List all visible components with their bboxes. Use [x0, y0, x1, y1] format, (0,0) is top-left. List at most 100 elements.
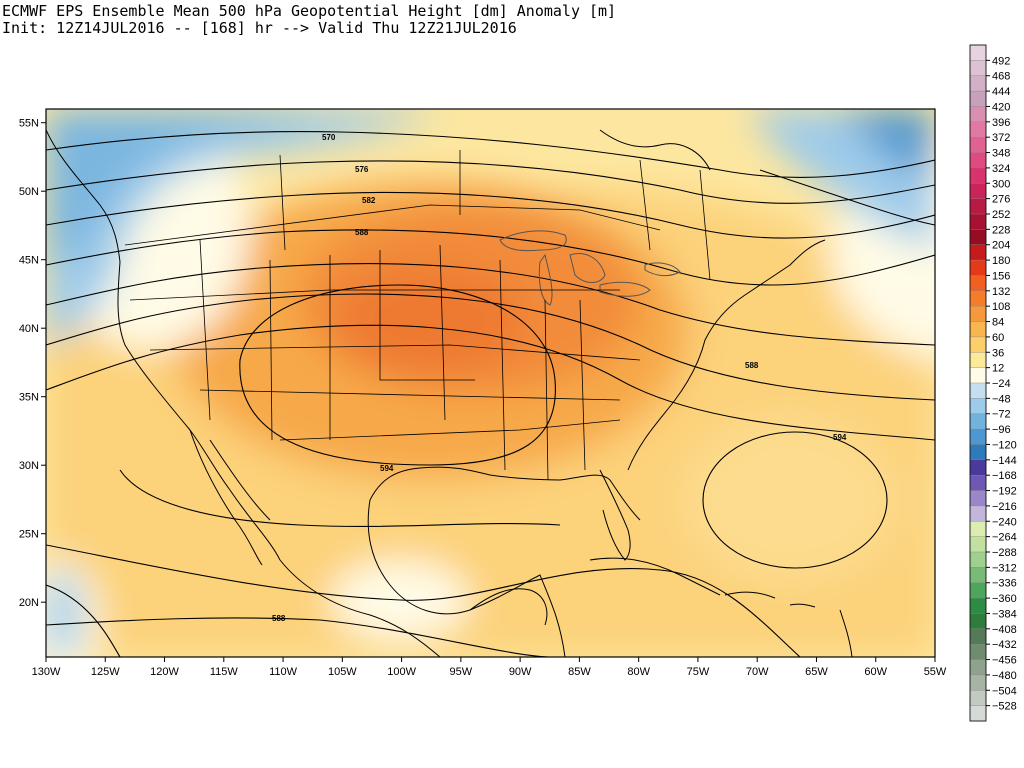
lat-tick-label: 55N [19, 118, 39, 130]
colorbar-label: 12 [992, 363, 1004, 375]
colorbar-swatch [969, 229, 987, 246]
colorbar-label: 60 [992, 332, 1004, 344]
colorbar-labels: 492 468 444 420 396 372 348 324 300 276 252 228 204 1… [986, 55, 1017, 713]
chart-title: ECMWF EPS Ensemble Mean 500 hPa Geopoten… [2, 3, 616, 37]
colorbar-swatch [969, 643, 987, 661]
lat-tick-label: 45N [19, 255, 39, 267]
colorbar-swatch [969, 183, 987, 200]
colorbar-label: 156 [992, 270, 1010, 282]
colorbar-label: 252 [992, 209, 1010, 221]
colorbar-swatch [969, 259, 987, 276]
colorbar-swatch [969, 275, 987, 292]
colorbar-swatch [969, 674, 987, 691]
contour-label: 594 [380, 464, 394, 473]
colorbar-swatch [969, 90, 987, 107]
colorbar-swatch [969, 121, 987, 138]
colorbar-swatch [969, 336, 987, 353]
plot-frame [45, 108, 936, 658]
colorbar-swatch [969, 305, 987, 323]
lon-tick-label: 85W [568, 666, 591, 678]
colorbar-swatches [969, 44, 987, 722]
colorbar-label: 372 [992, 132, 1010, 144]
lat-tick-label: 40N [19, 323, 39, 335]
lon-tick-label: 65W [805, 666, 828, 678]
colorbar-label: −360 [992, 593, 1017, 605]
longitude-axis: 130W 125W 120W 115W 110W 105W 100W 95W 90W 85W 80W… [32, 657, 947, 678]
lon-tick-label: 130W [32, 666, 61, 678]
colorbar-label: 324 [992, 163, 1010, 175]
lat-tick-label: 20N [19, 597, 39, 609]
colorbar-label: 180 [992, 255, 1010, 267]
lat-tick-label: 50N [19, 186, 39, 198]
colorbar-swatch [969, 551, 987, 568]
lon-tick-label: 75W [687, 666, 710, 678]
colorbar-swatch [969, 613, 987, 630]
colorbar-swatch [969, 659, 987, 676]
colorbar-swatch [969, 75, 987, 92]
colorbar-label: −432 [992, 639, 1017, 651]
colorbar-swatch [969, 213, 987, 230]
colorbar-swatch [969, 352, 987, 369]
contour-label: 576 [355, 165, 369, 174]
colorbar-label: 108 [992, 301, 1010, 313]
colorbar-label: −480 [992, 670, 1017, 682]
shaded-field [46, 109, 935, 657]
colorbar-swatch [969, 44, 987, 61]
colorbar-swatch [969, 628, 987, 645]
colorbar-swatch [969, 198, 987, 215]
colorbar-label: −216 [992, 501, 1017, 513]
colorbar-label: 228 [992, 224, 1010, 236]
colorbar-swatch [969, 505, 987, 522]
lat-tick-label: 30N [19, 460, 39, 472]
latitude-axis: 55N 50N 45N 40N 35N 30N 25N 20N [19, 118, 46, 609]
great-lakes [499, 230, 681, 306]
colorbar-swatch [969, 444, 987, 461]
colorbar-swatch [969, 367, 987, 384]
colorbar-label: 492 [992, 55, 1010, 67]
colorbar-swatch [969, 428, 987, 445]
colorbar-swatch [969, 398, 987, 415]
lon-tick-label: 105W [328, 666, 357, 678]
contour-label: 570 [322, 133, 336, 142]
colorbar-swatch [969, 60, 987, 77]
colorbar-swatch [969, 521, 987, 538]
colorbar-label: 84 [992, 317, 1004, 329]
colorbar-swatch [969, 459, 987, 476]
colorbar-label: 204 [992, 240, 1010, 252]
contour-label: 582 [362, 196, 376, 205]
lon-tick-label: 80W [627, 666, 650, 678]
colorbar-label: −48 [992, 393, 1011, 405]
colorbar-swatch [969, 244, 987, 261]
state-borders [124, 150, 711, 481]
colorbar-swatch [969, 474, 987, 492]
colorbar-label: −96 [992, 424, 1011, 436]
colorbar-swatch [969, 705, 987, 722]
contour-label: 588 [745, 361, 759, 370]
contour-label: 588 [355, 228, 369, 237]
colorbar-swatch [969, 106, 987, 123]
colorbar-swatch [969, 167, 987, 184]
title-line-1: ECMWF EPS Ensemble Mean 500 hPa Geopoten… [2, 2, 617, 20]
colorbar-label: 468 [992, 71, 1010, 83]
lon-tick-label: 70W [746, 666, 769, 678]
colorbar-swatch [969, 136, 987, 154]
colorbar-swatch [969, 597, 987, 614]
colorbar-swatch [969, 490, 987, 507]
contour-label: 594 [833, 433, 847, 442]
colorbar-label: −264 [992, 532, 1017, 544]
colorbar-label: −528 [992, 701, 1017, 713]
colorbar-label: 36 [992, 347, 1004, 359]
colorbar-label: −504 [992, 685, 1017, 697]
colorbar-swatch [969, 536, 987, 553]
colorbar-label: −72 [992, 409, 1011, 421]
colorbar-label: 300 [992, 178, 1010, 190]
colorbar-swatch [969, 567, 987, 584]
colorbar-swatch [969, 290, 987, 307]
colorbar-label: −192 [992, 486, 1017, 498]
colorbar-label: −288 [992, 547, 1017, 559]
height-contours [46, 131, 935, 657]
lon-tick-label: 110W [269, 666, 298, 678]
lon-tick-label: 55W [924, 666, 947, 678]
contour-labels: 570 576 582 588 594 588 594 588 [272, 133, 847, 623]
